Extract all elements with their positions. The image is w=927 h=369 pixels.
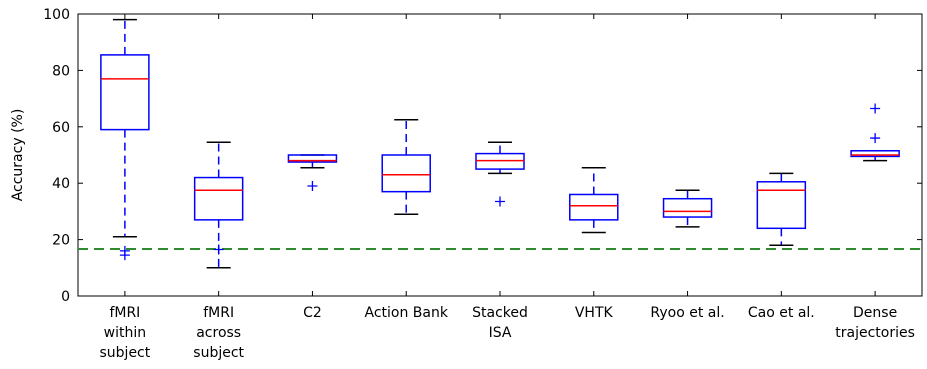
outlier-point (213, 244, 224, 255)
x-tick-label: Cao et al. (748, 305, 815, 321)
y-tick-label: 60 (52, 120, 70, 136)
iqr-box (287, 154, 338, 163)
y-tick-label: 80 (52, 63, 70, 79)
x-tick-label: Dense trajectories (835, 305, 915, 341)
y-tick-label: 100 (43, 7, 70, 23)
outlier-point (119, 250, 130, 261)
x-tick-label-line: within (104, 325, 146, 341)
x-axis: fMRI within subject fMRI across subject C2 Acti… (100, 14, 915, 361)
y-tick-label: 20 (52, 233, 70, 249)
x-tick-label: fMRI within subject (100, 305, 151, 361)
y-axis: 0 20 40 60 80 100 (43, 7, 922, 305)
box-group (850, 103, 900, 162)
boxes (100, 18, 900, 269)
x-tick-label-line: Stacked (472, 305, 528, 321)
x-tick-label-line: Dense (853, 305, 897, 321)
x-tick-label: C2 (303, 305, 322, 321)
y-tick-label: 0 (61, 289, 70, 305)
y-axis-label: Accuracy (%) (10, 109, 26, 202)
x-tick-label-line: trajectories (835, 325, 915, 341)
x-tick-label-line: VHTK (575, 305, 614, 321)
outlier-point (495, 196, 505, 207)
x-tick-label: Stacked ISA (472, 305, 528, 341)
box-group (381, 119, 431, 215)
x-tick-label-line: C2 (303, 305, 322, 321)
x-tick-label-line: ISA (489, 325, 512, 341)
x-tick-label-line: Action Bank (364, 305, 448, 321)
x-tick-label-line: fMRI (109, 305, 140, 321)
iqr-box (756, 181, 807, 230)
iqr-box (662, 197, 713, 218)
plot-frame (77, 13, 923, 297)
x-tick-label-line: fMRI (203, 305, 234, 321)
iqr-box (193, 176, 244, 221)
outlier-point (307, 181, 318, 192)
outlier-point (870, 103, 881, 114)
box-group (569, 166, 619, 234)
x-tick-label-line: Ryoo et al. (650, 305, 724, 321)
x-tick-label: Ryoo et al. (650, 305, 724, 321)
x-tick-label: Action Bank (364, 305, 448, 321)
x-tick-label-line: subject (100, 345, 151, 361)
box-group (756, 172, 807, 246)
y-tick-label: 40 (52, 176, 70, 192)
box-group (193, 141, 244, 269)
box-group (662, 189, 713, 228)
iqr-box (569, 193, 619, 221)
x-tick-label: VHTK (575, 305, 614, 321)
box-group (475, 141, 525, 207)
box-group (100, 18, 150, 261)
x-tick-label-line: subject (193, 345, 244, 361)
x-tick-label-line: Cao et al. (748, 305, 815, 321)
x-tick-label: fMRI across subject (193, 305, 244, 361)
x-tick-label-line: across (196, 325, 241, 341)
outlier-point (870, 133, 881, 144)
box-group (287, 154, 338, 192)
iqr-box (100, 54, 150, 131)
iqr-box (850, 150, 900, 158)
iqr-box (381, 154, 431, 193)
